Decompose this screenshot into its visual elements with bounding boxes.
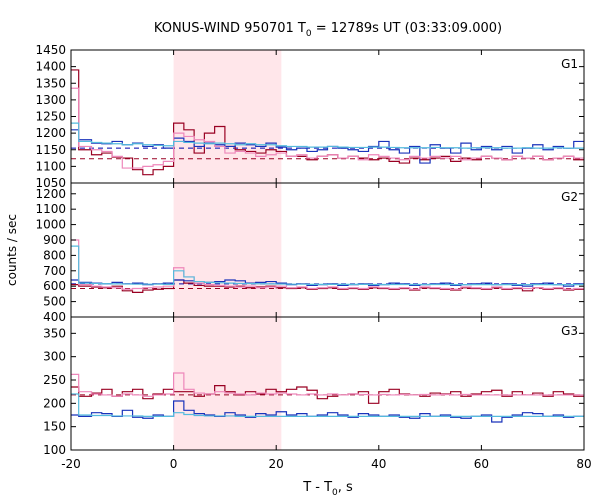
series-1-step-line — [71, 400, 584, 423]
y-tick-label: 150 — [43, 420, 66, 434]
series-3-step-line — [71, 245, 584, 286]
x-axis-label-rest: , s — [338, 480, 353, 495]
panel-frame — [70, 316, 585, 451]
y-tick-label: 100 — [43, 443, 66, 457]
panel-G1: 1050 1100 1150 1200 1250 1300 1350 1400 1450 G1 — [35, 43, 585, 190]
series-2-step-line — [71, 239, 584, 290]
panel-label: G3 — [561, 324, 578, 338]
x-tick-label: 0 — [170, 457, 178, 471]
y-tick-label: 1150 — [35, 143, 66, 157]
y-tick-label: 900 — [43, 233, 66, 247]
y-tick-label: 700 — [43, 264, 66, 278]
panel-G3: 100 150 200 250 300 350 -20 0 20 40 60 80 G3 — [43, 316, 592, 471]
y-tick-label: 1350 — [35, 76, 66, 90]
y-tick-label: 300 — [43, 350, 66, 364]
y-tick-label: 1100 — [35, 202, 66, 216]
panel-frame — [70, 182, 585, 318]
panel-frame — [70, 49, 585, 184]
series-2-step-line — [71, 87, 584, 169]
chart-title-subscript: 0 — [306, 29, 312, 39]
x-tick-label: -20 — [61, 457, 81, 471]
panel-label: G2 — [561, 190, 578, 204]
panel-label: G1 — [561, 57, 578, 71]
series-1-step-line — [71, 129, 584, 164]
y-tick-label: 1000 — [35, 218, 66, 232]
y-tick-label: 250 — [43, 373, 66, 387]
y-tick-label: 1300 — [35, 93, 66, 107]
y-tick-label: 600 — [43, 279, 66, 293]
series-3-step-line — [71, 122, 584, 149]
y-tick-label: 1050 — [35, 176, 66, 190]
x-axis-label: T - T0, s — [302, 480, 353, 498]
x-axis-label-subscript: 0 — [332, 488, 338, 498]
y-tick-label: 1450 — [35, 43, 66, 57]
y-tick-label: 1200 — [35, 126, 66, 140]
x-tick-label: 40 — [371, 457, 386, 471]
highlight-interval — [173, 183, 282, 317]
series-2-step-line — [71, 372, 584, 397]
y-tick-label: 200 — [43, 396, 66, 410]
x-tick-label: 80 — [576, 457, 591, 471]
chart-title-main: KONUS-WIND 950701 T — [154, 21, 306, 36]
series-3-step-line — [71, 393, 584, 417]
y-tick-label: 500 — [43, 295, 66, 309]
x-tick-label: 20 — [269, 457, 284, 471]
y-axis-label: counts / sec — [5, 214, 19, 286]
x-axis-label-main: T - T — [302, 480, 332, 495]
y-tick-label: 1250 — [35, 110, 66, 124]
panels-group: 1050 1100 1150 1200 1250 1300 1350 1400 1450 G1 40… — [35, 43, 591, 471]
series-1-step-line — [71, 279, 584, 287]
y-tick-label: 400 — [43, 310, 66, 324]
series-0-step-line — [71, 279, 584, 293]
series-0-step-line — [71, 385, 584, 404]
chart-title-rest: = 12789s UT (03:33:09.000) — [312, 21, 502, 36]
y-tick-label: 1200 — [35, 187, 66, 201]
y-tick-label: 800 — [43, 248, 66, 262]
x-tick-label: 60 — [474, 457, 489, 471]
chart-title: KONUS-WIND 950701 T0 = 12789s UT (03:33:… — [154, 21, 502, 39]
y-tick-label: 350 — [43, 326, 66, 340]
highlight-interval — [173, 50, 282, 183]
y-tick-label: 1400 — [35, 60, 66, 74]
highlight-interval — [173, 317, 282, 450]
y-tick-label: 1100 — [35, 159, 66, 173]
